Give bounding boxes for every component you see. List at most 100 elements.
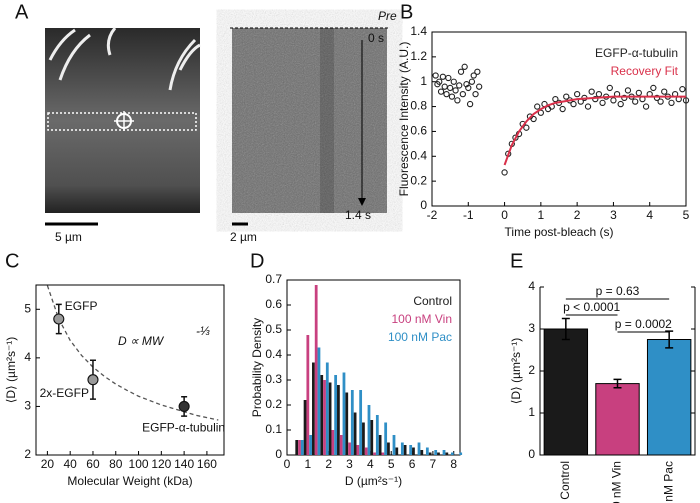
- x-tick-label: -2: [427, 208, 438, 222]
- x-tick-label: 0: [501, 208, 508, 222]
- y-tick-label: 3: [528, 321, 535, 335]
- hist-bar: [337, 385, 340, 455]
- fit-line: [503, 95, 686, 166]
- data-point: [439, 73, 447, 80]
- y-tick-label: 0: [528, 447, 535, 461]
- data-point: [592, 95, 599, 103]
- data-point: [530, 115, 537, 123]
- arrow-head: [358, 198, 366, 206]
- x-tick-label: 8: [450, 457, 457, 471]
- data-point: [450, 78, 457, 85]
- x-tick-label: 4: [367, 457, 374, 471]
- x-tick-label: 2: [325, 457, 332, 471]
- x-tick-label: 140: [174, 457, 194, 471]
- hist-bar: [459, 452, 463, 455]
- kymograph-label: 0 s: [368, 31, 384, 45]
- data-point: [653, 94, 661, 102]
- hist-bar: [381, 452, 385, 455]
- bar: [646, 339, 692, 456]
- data-point: [446, 84, 454, 92]
- data-point: [456, 82, 463, 89]
- legend-entry: 100 nM Pac: [388, 330, 452, 344]
- p-value: p < 0.0001: [563, 300, 620, 314]
- crosshair: [114, 111, 134, 131]
- p-value: p = 0.0002: [615, 317, 672, 331]
- data-point: [501, 169, 508, 176]
- y-tick-label: 2: [24, 447, 31, 461]
- panel-label: B: [400, 1, 413, 23]
- bleach-region: [47, 112, 197, 131]
- data-point: [472, 90, 479, 98]
- data-point: [570, 100, 577, 108]
- hist-bar: [434, 450, 438, 455]
- x-tick-label: 4: [646, 208, 653, 222]
- x-tick-label: 60: [86, 457, 100, 471]
- kymograph-band: [320, 28, 334, 213]
- data-point: [573, 90, 581, 98]
- x-tick-label: 3: [610, 208, 617, 222]
- annotation: D ∝ MW: [118, 334, 165, 348]
- data-point: [443, 90, 450, 98]
- x-tick-label: 80: [109, 457, 123, 471]
- hist-bar: [417, 442, 421, 455]
- data-point: [624, 87, 632, 94]
- data-point: [657, 98, 664, 105]
- data-point: [632, 98, 639, 105]
- hist-bar: [350, 390, 354, 455]
- kymograph-label: Pre: [378, 9, 397, 23]
- point-label: EGFP: [65, 299, 98, 313]
- hist-bar: [373, 452, 376, 455]
- x-tick-label: 40: [64, 457, 78, 471]
- y-tick-label: 0.5: [265, 322, 282, 336]
- x-axis-label: D (µm²s⁻¹): [345, 474, 402, 488]
- hist-bar: [428, 452, 432, 455]
- data-point: [682, 97, 690, 104]
- kymograph-noise: [232, 28, 387, 213]
- panel-label: A: [15, 1, 29, 23]
- point-label: 2x-EGFP: [40, 386, 89, 400]
- data-point: [606, 84, 613, 92]
- x-tick-label: 100 nM Pac: [661, 461, 675, 503]
- hist-bar: [359, 390, 363, 455]
- hist-bar: [300, 440, 304, 455]
- panel-label: E: [510, 250, 523, 272]
- panel-label: D: [250, 250, 264, 272]
- kymograph-label: 1.4 s: [345, 208, 371, 222]
- y-tick-label: 0.6: [410, 124, 427, 138]
- data-point: [465, 84, 472, 92]
- data-point: [523, 124, 530, 131]
- data-point: [650, 84, 657, 92]
- data-point: [474, 68, 481, 75]
- data-point: [679, 86, 686, 93]
- x-tick-label: 20: [41, 457, 55, 471]
- hist-bar: [409, 445, 413, 455]
- hist-bar: [328, 382, 332, 455]
- legend-entry: EGFP-α-tubulin: [595, 46, 678, 60]
- data-point: [445, 74, 452, 82]
- data-point: [552, 95, 559, 103]
- hist-bar: [298, 440, 301, 455]
- y-tick-label: 5: [24, 301, 31, 315]
- hist-bar: [437, 452, 440, 455]
- panel-label: C: [5, 250, 19, 272]
- x-tick-label: Control: [558, 461, 572, 500]
- hist-bar: [384, 422, 388, 455]
- data-point: [178, 400, 190, 412]
- hist-bar: [370, 420, 374, 455]
- x-tick-label: 7: [430, 457, 437, 471]
- data-point: [468, 78, 476, 85]
- data-point: [436, 78, 443, 85]
- data-point: [459, 90, 466, 98]
- hist-bar: [442, 450, 446, 455]
- hist-bar: [317, 347, 321, 455]
- y-tick-label: 0.4: [410, 148, 427, 162]
- hist-bar: [345, 392, 349, 455]
- y-tick-label: 1: [528, 405, 535, 419]
- hist-bar: [400, 442, 404, 455]
- data-point: [610, 97, 617, 104]
- data-point: [621, 94, 628, 102]
- data-point: [584, 103, 592, 110]
- hist-bar: [356, 445, 360, 455]
- data-point: [432, 72, 439, 79]
